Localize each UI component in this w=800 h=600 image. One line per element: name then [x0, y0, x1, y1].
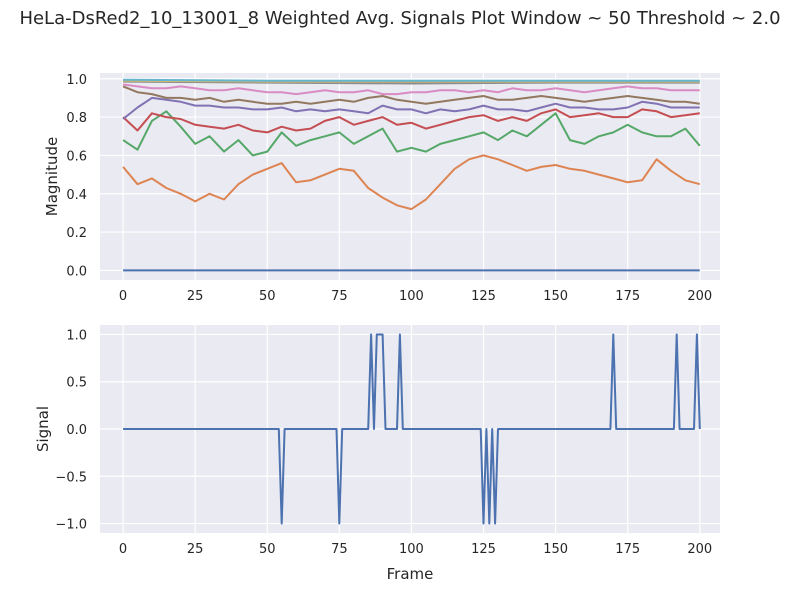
magnitude-ytick-label: 0.8: [66, 111, 87, 126]
magnitude-ytick-label: 0.2: [66, 226, 87, 241]
signal-axes: 0 25 50 75 100 125 150 175 200 −1.0 −0.5 0.0 0.5 1.0 S…: [34, 325, 720, 583]
signal-ytick-label: −1.0: [55, 518, 87, 533]
signal-xtick-label: 175: [615, 542, 640, 557]
magnitude-plot-area: [100, 73, 720, 280]
signal-xtick-label: 50: [259, 542, 276, 557]
magnitude-xtick-label: 50: [259, 289, 276, 304]
magnitude-xtick-label: 25: [187, 289, 204, 304]
signal-ytick-label: −0.5: [55, 470, 87, 485]
magnitude-xtick-label: 125: [471, 289, 496, 304]
magnitude-ylabel: Magnitude: [43, 137, 61, 216]
magnitude-series-line: [122, 110, 701, 157]
signal-xtick-label: 150: [543, 542, 568, 557]
magnitude-xtick-label: 200: [687, 289, 712, 304]
signal-xlabel: Frame: [387, 565, 434, 583]
magnitude-ytick-label: 1.0: [66, 73, 87, 88]
magnitude-series-line: [123, 78, 700, 82]
signal-xtick-label: 25: [187, 542, 204, 557]
magnitude-series-line: [122, 85, 700, 105]
magnitude-xtick-label: 0: [119, 289, 127, 304]
magnitude-xtick-label: 75: [331, 289, 348, 304]
signal-ylabel: Signal: [34, 406, 52, 452]
figure-title: HeLa-DsRed2_10_13001_8 Weighted Avg. Sig…: [19, 8, 781, 29]
signal-xtick-label: 100: [399, 542, 424, 557]
signal-ytick-label: 0.0: [66, 423, 87, 438]
signal-xtick-label: 75: [331, 542, 348, 557]
signal-ytick-label: 1.0: [66, 328, 87, 343]
signal-xtick-label: 125: [471, 542, 496, 557]
magnitude-series-line: [122, 108, 700, 134]
signal-ytick-label: 0.5: [66, 376, 87, 391]
magnitude-series-line: [122, 83, 700, 96]
magnitude-ytick-label: 0.6: [66, 149, 87, 164]
signal-xtick-label: 200: [687, 542, 712, 557]
magnitude-series-line: [122, 96, 700, 120]
magnitude-ytick-label: 0.0: [66, 264, 87, 279]
magnitude-series-line: [122, 154, 701, 211]
magnitude-ytick-label: 0.4: [66, 188, 87, 203]
signal-xtick-label: 0: [119, 542, 127, 557]
signal-series-line: [123, 333, 701, 525]
magnitude-axes: 0 25 50 75 100 125 150 175 200 0.0 0.2 0.4 0.6 0.8 1.0…: [43, 73, 720, 304]
magnitude-xtick-label: 150: [543, 289, 568, 304]
magnitude-xtick-label: 175: [615, 289, 640, 304]
magnitude-xtick-label: 100: [399, 289, 424, 304]
